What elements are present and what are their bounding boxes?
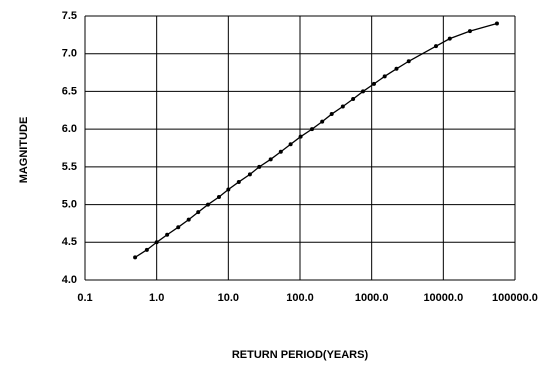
data-point [298, 134, 303, 139]
x-tick-label: 1000.0 [355, 292, 389, 304]
data-point [447, 36, 452, 41]
data-line [134, 22, 498, 258]
data-point [394, 66, 399, 71]
x-tick-label: 1.0 [149, 292, 164, 304]
x-tick-label: 100000.0 [492, 292, 538, 304]
y-axis-title: MAGNITUDE [18, 117, 30, 184]
data-point [165, 232, 170, 237]
data-point [309, 127, 314, 132]
data-point [205, 202, 210, 207]
y-tick-label: 7.5 [62, 10, 77, 22]
y-tick-label: 7.0 [62, 48, 77, 60]
data-point [288, 142, 293, 147]
y-tick-label: 6.0 [62, 123, 77, 135]
data-point [186, 217, 191, 222]
x-tick-label: 10000.0 [423, 292, 463, 304]
data-point [467, 29, 472, 34]
data-point [329, 112, 334, 117]
y-tick-label: 5.0 [62, 198, 77, 210]
data-point [320, 119, 325, 124]
data-point [494, 21, 499, 26]
data-point [371, 81, 376, 86]
data-point [226, 187, 231, 192]
y-tick-label: 5.5 [62, 161, 77, 173]
data-point [176, 225, 181, 230]
y-tick-label: 4.5 [62, 236, 77, 248]
x-tick-label: 0.1 [77, 292, 92, 304]
data-point [268, 157, 273, 162]
y-tick-label: 4.0 [62, 274, 77, 286]
data-point [278, 149, 283, 154]
data-point [351, 96, 356, 101]
data-point [196, 210, 201, 215]
data-point [154, 240, 159, 245]
data-point [361, 89, 366, 94]
y-tick-label: 6.5 [62, 85, 77, 97]
data-point [257, 164, 262, 169]
data-point [433, 44, 438, 49]
x-axis-title: RETURN PERIOD(YEARS) [232, 349, 369, 361]
data-point [340, 104, 345, 109]
data-point [236, 179, 241, 184]
data-point [144, 247, 149, 252]
x-tick-label: 10.0 [218, 292, 239, 304]
data-point [216, 195, 221, 200]
x-tick-label: 100.0 [286, 292, 314, 304]
data-point [247, 172, 252, 177]
data-point [382, 74, 387, 79]
data-point [133, 255, 138, 260]
data-point [406, 59, 411, 64]
